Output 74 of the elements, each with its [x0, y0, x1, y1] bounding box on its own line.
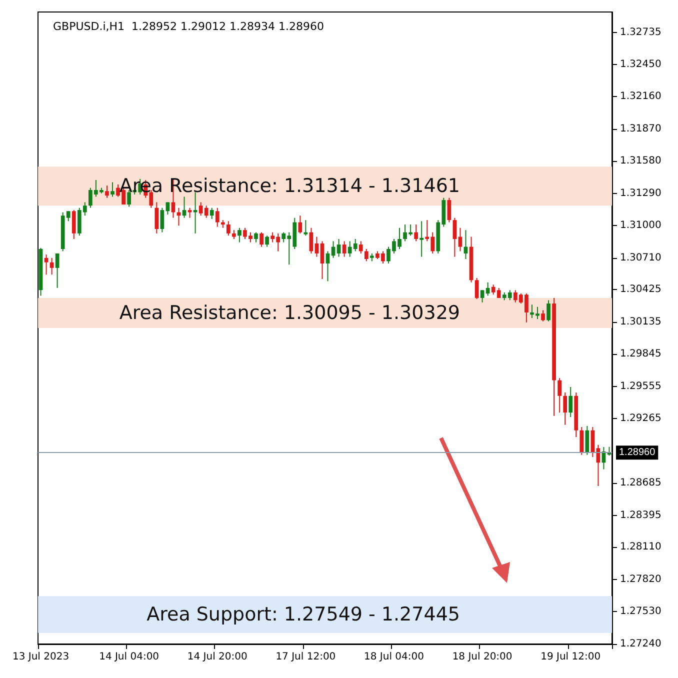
candlestick — [326, 250, 330, 282]
candlestick — [320, 240, 324, 280]
y-tick-label: 1.30135 — [620, 316, 662, 328]
candlestick — [44, 254, 48, 276]
candlestick — [182, 196, 186, 218]
candlestick — [452, 217, 457, 258]
y-tick-label: 1.29265 — [620, 413, 662, 424]
y-tick-label: 1.31580 — [620, 156, 662, 167]
x-tick-label: 13 Jul 2023 — [12, 652, 70, 662]
y-tick-label: 1.32160 — [620, 91, 662, 102]
y-tick-label: 1.28110 — [620, 542, 662, 553]
x-tick-label: 14 Jul 04:00 — [99, 652, 160, 662]
y-tick-label: 1.28685 — [620, 478, 662, 489]
y-tick-label: 1.32450 — [620, 58, 662, 70]
band-label: Area Support: 1.27549 - 1.27445 — [146, 604, 460, 626]
y-tick-label: 1.27530 — [620, 606, 662, 618]
x-tick-label: 14 Jul 20:00 — [187, 652, 248, 662]
candlestick — [160, 207, 164, 233]
y-tick-label: 1.27240 — [620, 638, 662, 650]
candlestick — [580, 426, 584, 456]
candlestick — [447, 197, 452, 223]
candlestick — [568, 386, 573, 418]
candlestick — [364, 248, 368, 262]
y-tick-label: 1.29555 — [620, 380, 662, 392]
candlestick — [72, 210, 76, 240]
y-tick-label: 1.31290 — [620, 188, 662, 199]
y-tick-label: 1.32735 — [620, 27, 662, 38]
x-tick-label: 18 Jul 20:00 — [452, 652, 512, 662]
ref-line-label: 1.28960 — [619, 447, 656, 458]
candlestick — [358, 240, 363, 254]
x-tick-label: 19 Jul 12:00 — [540, 652, 601, 662]
y-tick-label: 1.30710 — [620, 252, 662, 264]
candlestick — [193, 192, 198, 234]
candlestick — [210, 207, 214, 220]
candlestick — [563, 392, 568, 426]
candlestick — [238, 227, 242, 243]
candlestick — [215, 207, 220, 228]
candlestick — [254, 232, 258, 243]
candlestick — [260, 232, 264, 248]
candlestick — [304, 220, 308, 236]
y-tick-label: 1.28395 — [620, 510, 662, 521]
candlestick — [265, 235, 269, 248]
candlestick — [558, 378, 562, 414]
candlestick — [486, 282, 490, 296]
candlestick — [414, 224, 418, 242]
x-tick-label: 17 Jul 12:00 — [276, 652, 336, 662]
candlestick — [204, 205, 208, 218]
candlestick — [110, 182, 114, 198]
candlestick — [55, 252, 60, 288]
x-tick-label: 18 Jul 04:00 — [364, 652, 424, 662]
y-tick-label: 1.27820 — [620, 574, 662, 585]
candlestick — [198, 202, 203, 216]
candlestick — [50, 257, 54, 276]
candlestick — [585, 425, 590, 456]
y-tick-label: 1.31870 — [620, 123, 662, 134]
candlestick — [188, 207, 192, 218]
candlestick — [420, 220, 424, 258]
candlestick — [342, 240, 346, 258]
y-tick-label: 1.29845 — [620, 348, 662, 360]
candlestick — [474, 277, 479, 300]
candlestick — [458, 227, 462, 252]
text: GBPUSD.i,H1 1.28952 1.29012 1.28934 1.28960 — [53, 20, 324, 33]
candlestick — [154, 202, 159, 234]
candlestick — [480, 290, 484, 303]
candlestick — [541, 310, 545, 322]
candlestick — [105, 185, 109, 198]
candlestick — [546, 300, 550, 322]
candlestick — [314, 236, 319, 258]
y-tick-label: 1.31000 — [620, 220, 662, 232]
candlestick — [226, 220, 230, 236]
candlestick — [336, 238, 341, 258]
candlestick — [298, 215, 302, 234]
band-label: Area Resistance: 1.30095 - 1.30329 — [119, 302, 460, 324]
y-tick-label: 1.30425 — [620, 284, 662, 296]
